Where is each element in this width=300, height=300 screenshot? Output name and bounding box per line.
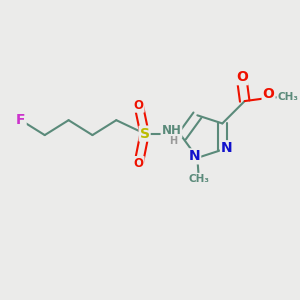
Text: N: N [221,141,232,155]
Text: F: F [16,113,26,127]
Text: H: H [169,136,177,146]
Text: O: O [134,99,144,112]
Text: O: O [262,87,274,100]
Text: O: O [236,70,248,84]
Text: S: S [140,127,150,141]
Text: N: N [188,149,200,164]
Text: NH: NH [161,124,182,137]
Text: O: O [134,157,144,170]
Text: CH₃: CH₃ [278,92,298,102]
Text: CH₃: CH₃ [188,174,209,184]
